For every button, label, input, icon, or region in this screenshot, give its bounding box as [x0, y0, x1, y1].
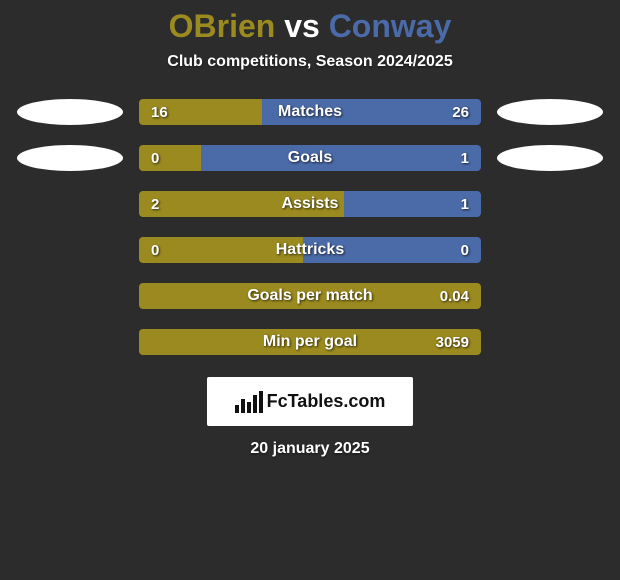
stat-label: Min per goal	[139, 329, 481, 355]
stat-bar: 0.04Goals per match	[139, 283, 481, 309]
logo-spacer	[497, 283, 603, 309]
stat-bar: 1626Matches	[139, 99, 481, 125]
stat-row: 1626Matches	[0, 99, 620, 125]
bar-chart-icon	[235, 391, 263, 413]
stat-row: 01Goals	[0, 145, 620, 171]
comparison-title: OBrien vs Conway	[169, 8, 452, 45]
logo-spacer	[497, 329, 603, 355]
logo-spacer	[497, 191, 603, 217]
stat-bar: 21Assists	[139, 191, 481, 217]
vs-text: vs	[284, 8, 320, 44]
date-footer: 20 january 2025	[250, 440, 369, 458]
player1-logo	[17, 145, 123, 171]
logo-spacer	[17, 191, 123, 217]
stat-label: Goals	[139, 145, 481, 171]
player1-name: OBrien	[169, 8, 276, 44]
stat-label: Matches	[139, 99, 481, 125]
stat-bar: 01Goals	[139, 145, 481, 171]
player2-logo	[497, 145, 603, 171]
stats-container: 1626Matches 01Goals 21Assists 00Hattricks 0.…	[0, 99, 620, 355]
subtitle: Club competitions, Season 2024/2025	[167, 53, 452, 71]
stat-bar: 3059Min per goal	[139, 329, 481, 355]
stat-label: Goals per match	[139, 283, 481, 309]
stat-row: 0.04Goals per match	[0, 283, 620, 309]
stat-bar: 00Hattricks	[139, 237, 481, 263]
logo-spacer	[17, 283, 123, 309]
logo-spacer	[17, 329, 123, 355]
stat-label: Assists	[139, 191, 481, 217]
logo-text-wrap: FcTables.com	[235, 391, 386, 413]
player1-logo	[17, 99, 123, 125]
logo-spacer	[17, 237, 123, 263]
player2-logo	[497, 99, 603, 125]
brand-text: FcTables.com	[267, 391, 386, 412]
stat-row: 21Assists	[0, 191, 620, 217]
stat-label: Hattricks	[139, 237, 481, 263]
player2-name: Conway	[329, 8, 452, 44]
stat-row: 00Hattricks	[0, 237, 620, 263]
stat-row: 3059Min per goal	[0, 329, 620, 355]
logo-box: FcTables.com	[207, 377, 413, 426]
logo-spacer	[497, 237, 603, 263]
